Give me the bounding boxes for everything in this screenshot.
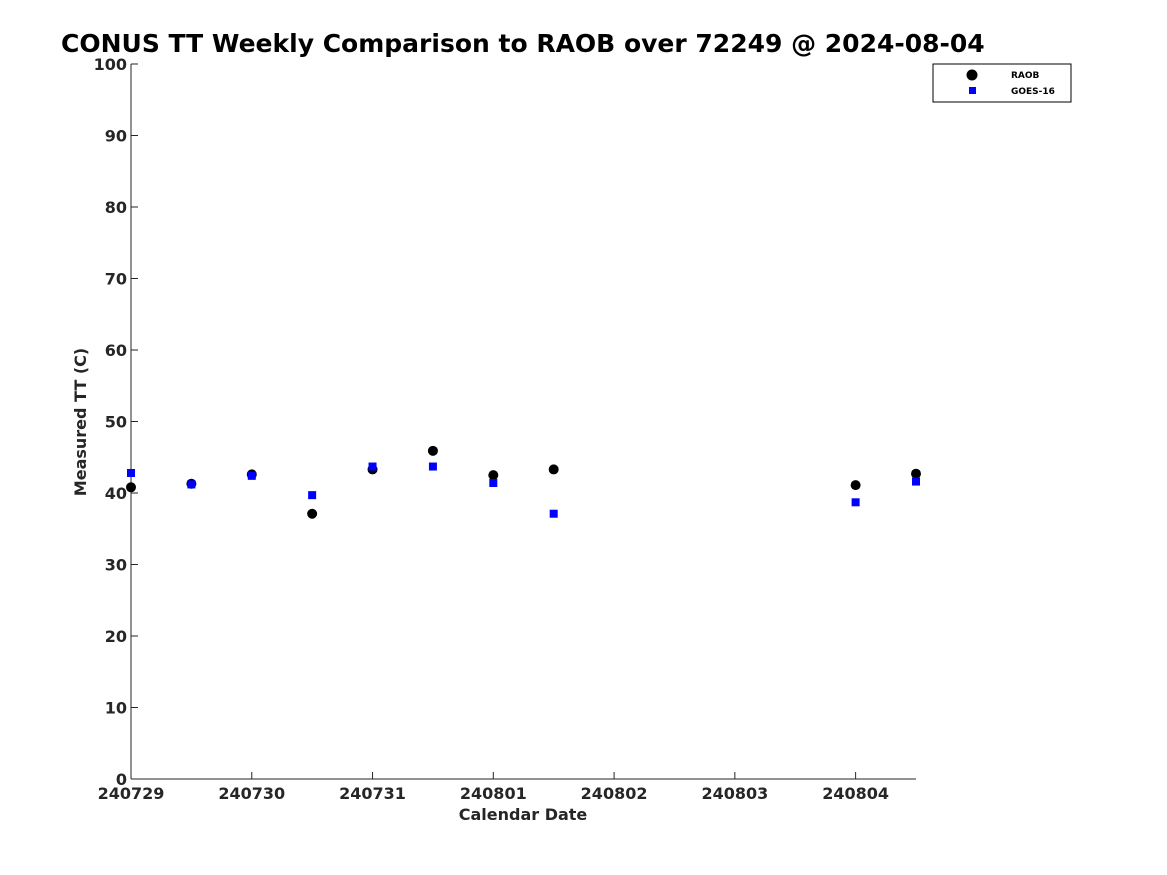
legend-label-raob: RAOB [1011, 71, 1040, 81]
data-point-raob [126, 482, 136, 493]
y-tick-label: 40 [105, 484, 127, 503]
x-tick-label: 240731 [339, 784, 406, 803]
series-raob [126, 445, 921, 519]
data-point-raob [850, 480, 861, 491]
data-point-raob [548, 464, 559, 475]
data-point-raob [911, 468, 921, 479]
data-point-goes16 [489, 478, 498, 487]
y-tick-label: 10 [105, 699, 127, 718]
data-point-goes16 [912, 477, 920, 486]
data-point-goes16 [368, 462, 377, 471]
data-point-goes16 [851, 498, 860, 507]
x-tick-label: 240730 [218, 784, 285, 803]
x-tick-label: 240804 [822, 784, 889, 803]
y-tick-label: 50 [105, 413, 127, 432]
y-tick-label: 60 [105, 341, 127, 360]
series-goes16 [127, 462, 920, 518]
legend: RAOB GOES-16 [932, 63, 1072, 103]
data-point-goes16 [127, 468, 135, 477]
data-point-raob [307, 508, 318, 519]
y-tick-label: 30 [105, 556, 127, 575]
data-point-raob [488, 470, 499, 481]
legend-box [932, 63, 1072, 103]
data-point-goes16 [187, 480, 196, 489]
y-tick-label: 0 [116, 770, 127, 789]
data-point-goes16 [247, 471, 256, 480]
y-tick-label: 100 [94, 55, 127, 74]
data-point-goes16 [428, 462, 437, 471]
data-points [126, 445, 921, 519]
legend-marker-raob [966, 69, 978, 81]
x-ticks: 240729 240730 240731 240801 240802 240803 2408… [98, 772, 889, 803]
data-point-raob [427, 445, 438, 456]
x-tick-label: 240801 [460, 784, 527, 803]
x-axis-label: Calendar Date [459, 805, 588, 824]
legend-label-goes16: GOES-16 [1011, 87, 1055, 97]
chart-title: CONUS TT Weekly Comparison to RAOB over … [61, 29, 985, 58]
y-ticks: 0 10 20 30 40 50 60 70 80 90 100 [94, 55, 138, 789]
legend-marker-goes16 [969, 87, 976, 94]
data-point-goes16 [549, 509, 558, 518]
x-tick-label: 240729 [98, 784, 165, 803]
y-tick-label: 70 [105, 270, 127, 289]
axes [130, 64, 916, 780]
x-tick-label: 240802 [581, 784, 648, 803]
y-axis-label: Measured TT (C) [71, 348, 90, 496]
y-tick-label: 20 [105, 627, 127, 646]
y-tick-label: 90 [105, 127, 127, 146]
x-tick-label: 240803 [701, 784, 768, 803]
data-point-goes16 [308, 491, 317, 500]
y-tick-label: 80 [105, 198, 127, 217]
